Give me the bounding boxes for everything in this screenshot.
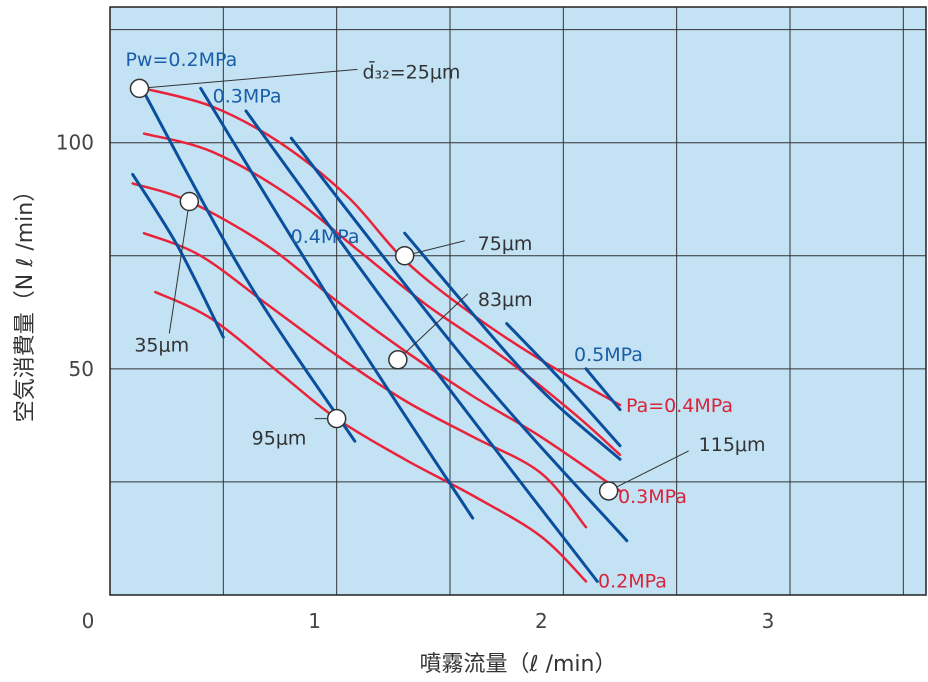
- x-tick-label: 2: [535, 609, 548, 633]
- droplet-size-label: d̄₃₂=25μm: [362, 59, 460, 83]
- droplet-size-label: 35μm: [134, 334, 189, 356]
- water-pressure-curve: [505, 322, 622, 448]
- water-pressure-curve: [289, 136, 629, 543]
- x-tick-label: 3: [762, 609, 775, 633]
- droplet-point: [179, 191, 200, 212]
- droplet-point: [394, 246, 415, 266]
- y-tick-label: 50: [69, 357, 94, 381]
- droplet-points: [129, 78, 619, 501]
- water-pressure-label: 0.3MPa: [213, 85, 282, 107]
- air-pressure-label: Pa=0.4MPa: [626, 395, 733, 417]
- water-pressure-curve: [244, 109, 599, 583]
- water-pressure-label: Pw=0.2MPa: [125, 49, 237, 71]
- water-pressure-curve: [584, 367, 622, 412]
- annotation-leaders: [139, 68, 689, 492]
- droplet-size-label: 115μm: [699, 434, 766, 456]
- x-tick-label: 0: [82, 609, 95, 633]
- leader-line: [168, 201, 190, 334]
- x-axis-title: 噴霧流量（ℓ /min）: [420, 652, 617, 677]
- droplet-size-label: 83μm: [478, 289, 533, 311]
- leader-line: [139, 68, 358, 89]
- leader-line: [404, 240, 465, 257]
- water-pressure-label: 0.4MPa: [291, 226, 360, 248]
- annotation-labels: Pw=0.2MPa 0.3MPa 0.4MPa 0.5MPa Pa=0.4MPa 0.3M…: [125, 49, 765, 593]
- water-pressure-curves: [131, 82, 629, 583]
- water-pressure-curve: [138, 82, 357, 443]
- y-tick-label: 100: [56, 131, 94, 155]
- droplet-size-label: 95μm: [252, 428, 307, 450]
- water-pressure-label: 0.5MPa: [574, 344, 643, 366]
- air-pressure-label: 0.2MPa: [598, 570, 667, 592]
- water-pressure-curve: [403, 231, 622, 461]
- water-pressure-curve: [131, 172, 225, 339]
- droplet-point: [129, 78, 150, 99]
- air-pressure-label: 0.3MPa: [618, 486, 687, 508]
- tick-labels: 0 1 2 3 50 100: [56, 131, 775, 633]
- plot-border: [109, 6, 927, 596]
- droplet-point: [598, 481, 619, 501]
- leader-line: [608, 450, 689, 492]
- droplet-size-label: 75μm: [478, 233, 533, 255]
- air-pressure-curve: [154, 290, 588, 583]
- leader-line: [397, 293, 469, 361]
- droplet-point: [388, 350, 408, 370]
- x-tick-label: 1: [308, 609, 321, 633]
- air-pressure-curve: [142, 132, 622, 457]
- air-pressure-curve: [142, 231, 588, 529]
- water-pressure-curve: [199, 86, 475, 520]
- droplet-point: [326, 408, 347, 429]
- air-pressure-curve: [142, 87, 622, 407]
- y-axis-title: 空気消費量（N ℓ /min）: [13, 180, 38, 422]
- air-pressure-curves: [131, 87, 622, 583]
